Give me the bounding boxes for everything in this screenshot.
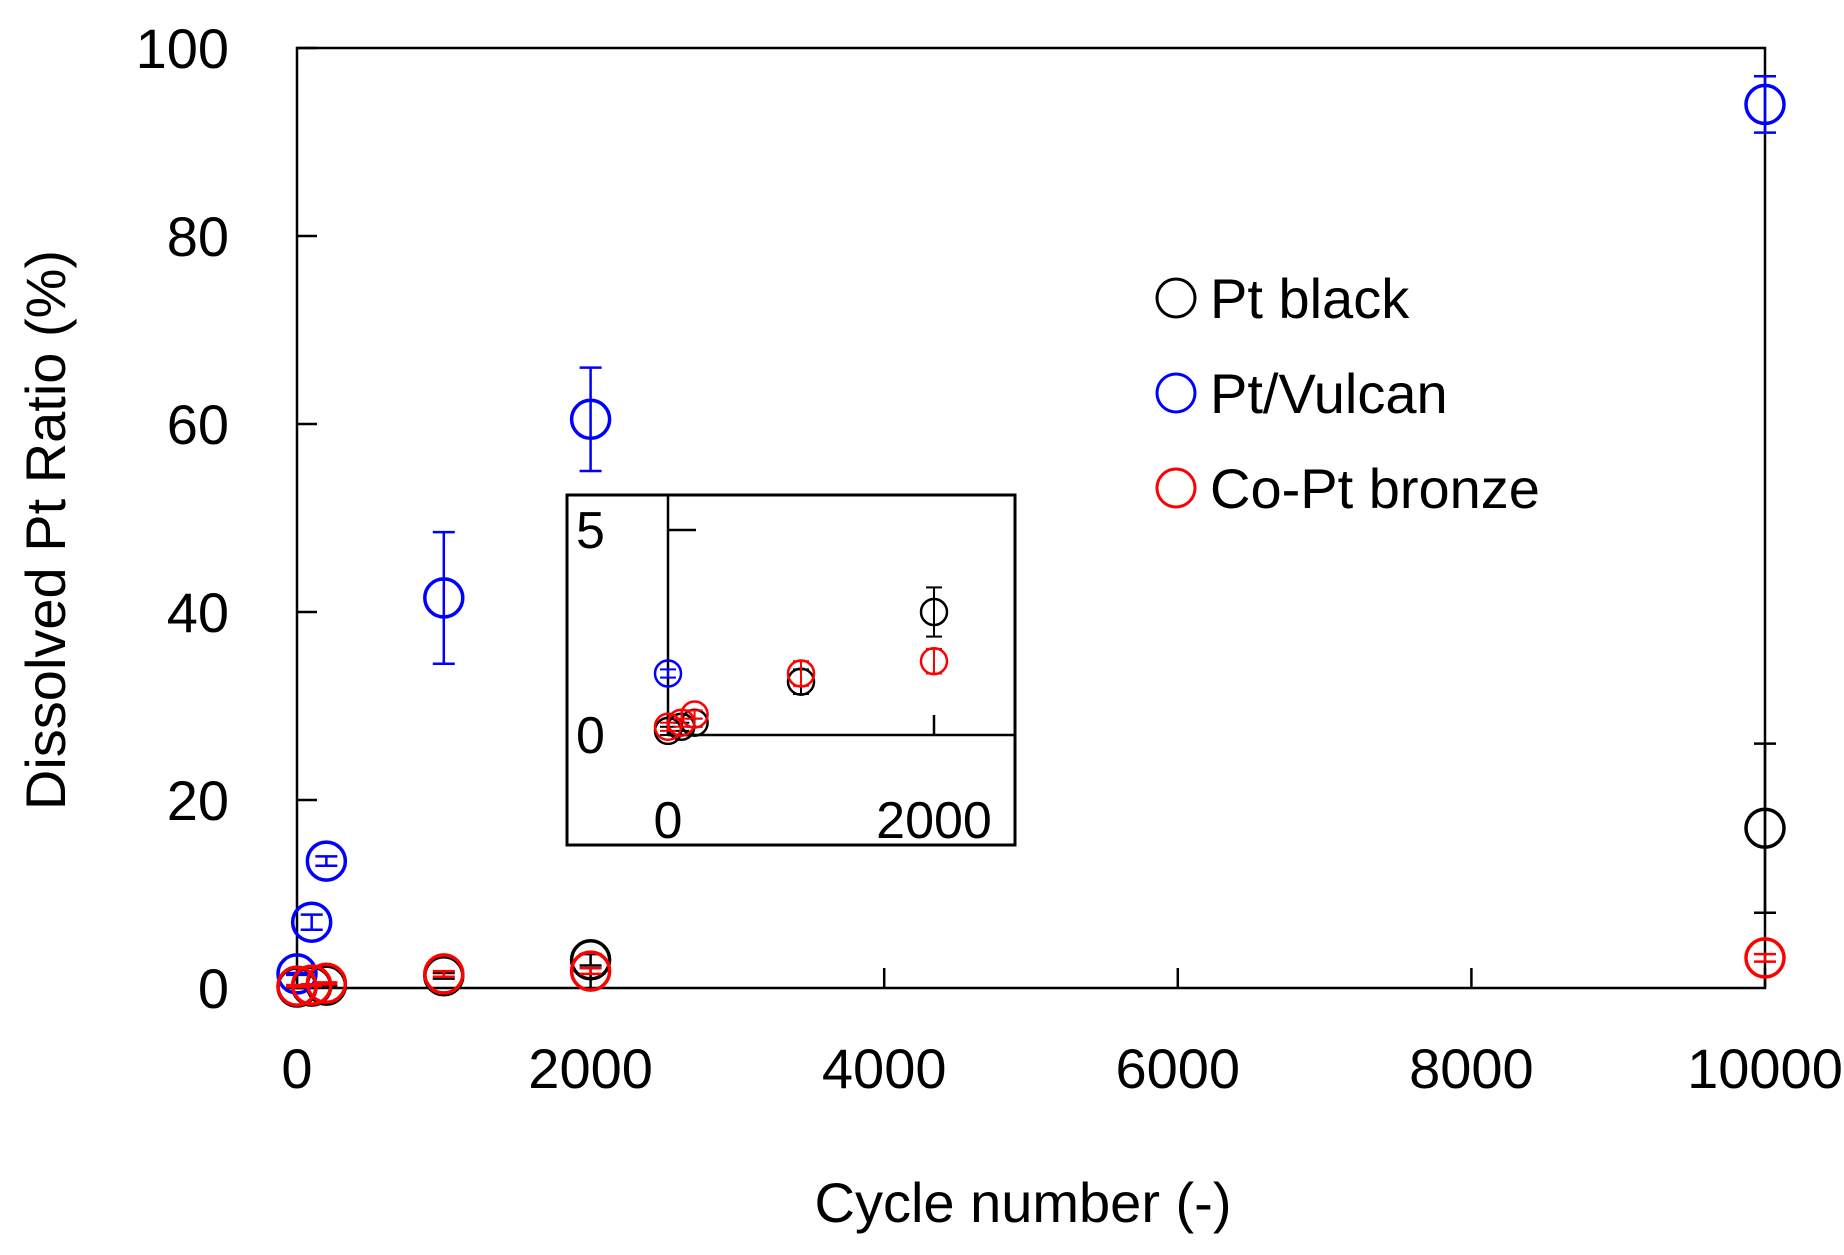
inset-x-tick-label: 2000 — [876, 792, 992, 850]
inset-data-point — [919, 597, 949, 627]
inset-data-point — [919, 646, 949, 676]
legend: Pt black Pt/Vulcan Co-Pt bronze — [1155, 267, 1540, 520]
data-point — [1744, 807, 1786, 849]
data-point — [423, 953, 465, 995]
x-tick-label: 10000 — [1687, 1037, 1843, 1100]
data-point — [423, 577, 465, 619]
inset-x-tick-label: 0 — [654, 792, 683, 850]
series-pt-vulcan — [276, 74, 1786, 995]
x-tick-label: 2000 — [528, 1037, 653, 1100]
y-tick-label: 80 — [167, 205, 229, 268]
legend-label: Pt/Vulcan — [1210, 362, 1448, 425]
inset-data-point — [653, 659, 683, 688]
legend-marker — [1155, 372, 1197, 414]
x-tick-label: 6000 — [1116, 1037, 1241, 1100]
inset-y-tick-label: 5 — [576, 502, 605, 560]
data-point — [569, 939, 612, 981]
data-point — [569, 950, 612, 992]
x-axis-title: Cycle number (-) — [815, 1171, 1232, 1234]
inset-series-pt-vulcan — [653, 659, 683, 688]
y-tick-label: 0 — [198, 957, 229, 1020]
y-axis-title: Dissolved Pt Ratio (%) — [14, 250, 77, 810]
x-tick-label: 4000 — [822, 1037, 947, 1100]
legend-item-co-pt-bronze: Co-Pt bronze — [1155, 457, 1540, 520]
x-tick-label: 8000 — [1409, 1037, 1534, 1100]
inset-data-point — [786, 659, 816, 688]
inset-plot: 0 5 0 2000 — [565, 493, 1017, 850]
main-plot: 0 2000 4000 6000 8000 10000 0 20 40 60 80 100 — [136, 17, 1843, 1100]
data-point — [290, 901, 333, 943]
inset-data-point — [680, 700, 709, 729]
inset-frame — [565, 493, 1017, 847]
inset-y-tick-label: 0 — [576, 707, 605, 765]
y-tick-label: 20 — [167, 769, 229, 832]
data-point — [1744, 83, 1786, 126]
legend-marker — [1155, 277, 1197, 319]
inset-series-co-pt-bronze — [653, 646, 949, 742]
legend-marker — [1155, 467, 1197, 509]
data-point — [1744, 937, 1786, 979]
series-pt-black — [276, 742, 1786, 1008]
data-point — [305, 840, 348, 882]
series-co-pt-bronze — [276, 937, 1786, 1007]
legend-item-pt-vulcan: Pt/Vulcan — [1155, 362, 1448, 425]
data-point — [569, 398, 612, 441]
plot-frame — [295, 46, 1767, 990]
legend-label: Co-Pt bronze — [1210, 457, 1540, 520]
legend-item-pt-black: Pt black — [1155, 267, 1410, 330]
y-tick-label: 40 — [167, 581, 229, 644]
y-tick-label: 60 — [167, 393, 229, 456]
data-point — [305, 962, 348, 1005]
y-tick-label: 100 — [136, 17, 229, 80]
data-point — [276, 953, 318, 995]
legend-label: Pt black — [1210, 267, 1410, 330]
x-tick-label: 0 — [281, 1037, 312, 1100]
